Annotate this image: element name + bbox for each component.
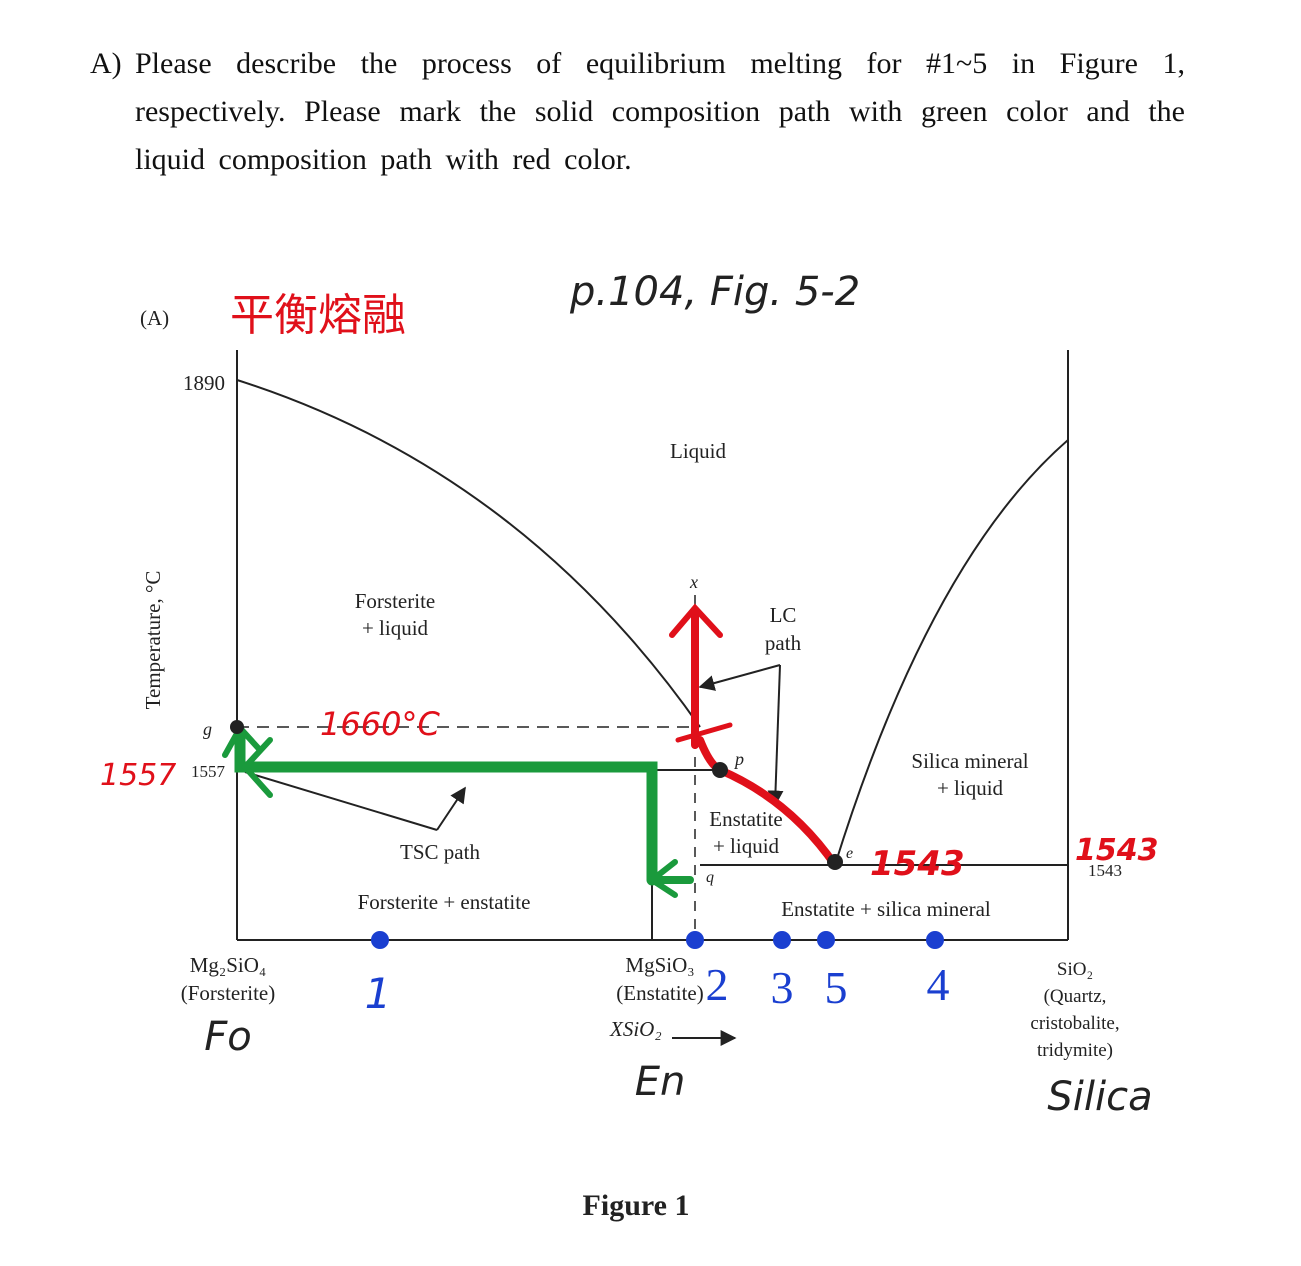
composition-dot xyxy=(371,931,389,949)
forsterite-liquidus xyxy=(236,379,701,728)
point-label: q xyxy=(706,869,714,886)
liquid-path xyxy=(669,603,839,869)
field-label: Liquid xyxy=(670,439,726,463)
field-label: Silica mineral xyxy=(911,749,1028,773)
composition-dot xyxy=(926,931,944,949)
figure-caption: Figure 1 xyxy=(583,1189,690,1222)
liquid-mark xyxy=(675,722,733,743)
silica-liquidus xyxy=(834,439,1069,866)
temperature-label: 1557 xyxy=(191,762,226,781)
tsc-pointer xyxy=(436,786,466,831)
annotation-temperature: 1543 xyxy=(870,844,965,884)
point-label: e xyxy=(846,845,853,862)
composition-dot xyxy=(817,931,835,949)
point-label: p xyxy=(733,749,744,769)
x-label: cristobalite, xyxy=(1030,1013,1119,1034)
solid-path xyxy=(222,722,694,898)
solid-path-line xyxy=(234,727,658,886)
field-label: Forsterite xyxy=(355,589,435,613)
point-e xyxy=(827,854,843,870)
field-label: TSC path xyxy=(400,840,480,864)
x-label: MgSiO₃ xyxy=(625,953,694,977)
annotation-end-member: En xyxy=(635,1059,686,1105)
field-label: path xyxy=(765,631,802,655)
composition-dot xyxy=(686,931,704,949)
x-label: (Enstatite) xyxy=(616,981,703,1005)
question-text: Please describe the process of equilibri… xyxy=(135,47,1185,176)
field-label: + liquid xyxy=(713,834,780,858)
composition-dot xyxy=(773,931,791,949)
liquid-path-line xyxy=(696,736,839,869)
annotation-point: 1 xyxy=(365,969,392,1018)
solid-arrow xyxy=(646,859,678,898)
annotation-reference: p.104, Fig. 5-2 xyxy=(569,269,860,315)
annotation-point: 3 xyxy=(771,962,794,1013)
field-label: Enstatite xyxy=(709,807,782,831)
point-label: g xyxy=(203,719,212,739)
lc-pointer xyxy=(767,664,784,807)
field-label: Forsterite + enstatite xyxy=(358,890,531,914)
annotation-end-member: Silica xyxy=(1047,1074,1152,1120)
field-label: LC xyxy=(770,603,797,627)
lc-pointer xyxy=(698,664,781,691)
y-axis-label: Temperature, °C xyxy=(141,571,165,710)
question-label: A) xyxy=(90,47,122,80)
temperature-label: 1543 xyxy=(1088,861,1122,880)
point-g xyxy=(230,720,244,734)
tsc-pointer xyxy=(244,771,438,831)
x-label: SiO₂ xyxy=(1057,959,1093,980)
field-label: + liquid xyxy=(937,776,1004,800)
annotation-title: 平衡熔融 xyxy=(230,291,406,340)
annotation-temperature: 1660°C xyxy=(320,705,440,743)
annotation-end-member: Fo xyxy=(204,1014,251,1060)
x-axis-label: XSiO₂ xyxy=(609,1017,662,1041)
question: A) Please describe the process of equili… xyxy=(90,40,1185,184)
field-label: + liquid xyxy=(362,616,429,640)
annotation-point: 2 xyxy=(706,959,729,1010)
x-label: (Forsterite) xyxy=(181,981,275,1005)
panel-label: (A) xyxy=(140,306,169,330)
x-label: (Quartz, xyxy=(1044,986,1107,1007)
point-p xyxy=(712,762,728,778)
annotation-point: 4 xyxy=(927,959,950,1010)
annotation-point: 5 xyxy=(825,962,848,1013)
solid-arrow xyxy=(240,737,273,798)
point-label: x xyxy=(689,572,698,592)
liquid-arrow xyxy=(669,603,723,638)
x-label: Mg₂SiO₄ xyxy=(190,953,267,977)
annotation-temperature: 1543 xyxy=(1075,833,1159,868)
temperature-label: 1890 xyxy=(183,371,225,395)
annotation-temperature: 1557 xyxy=(100,758,176,793)
field-label: Enstatite + silica mineral xyxy=(781,897,991,921)
x-label: tridymite) xyxy=(1037,1040,1113,1061)
